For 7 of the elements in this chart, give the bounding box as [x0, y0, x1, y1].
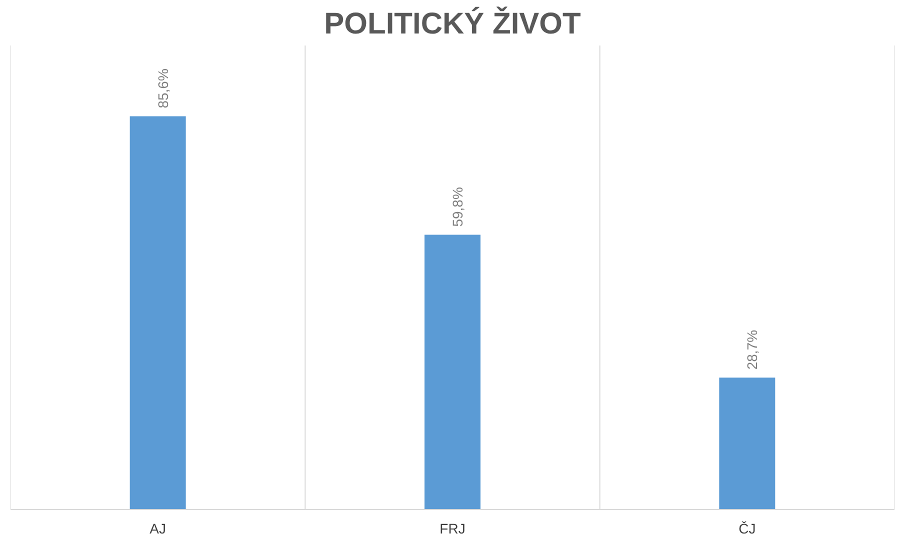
data-label: 59,8% — [450, 187, 466, 227]
data-label: 28,7% — [744, 330, 760, 370]
x-tick-label: FRJ — [440, 520, 466, 536]
chart-title: POLITICKÝ ŽIVOT — [324, 6, 581, 40]
data-label: 85,6% — [154, 68, 171, 108]
x-tick-label: ČJ — [738, 520, 756, 536]
x-tick-label: AJ — [150, 520, 166, 536]
